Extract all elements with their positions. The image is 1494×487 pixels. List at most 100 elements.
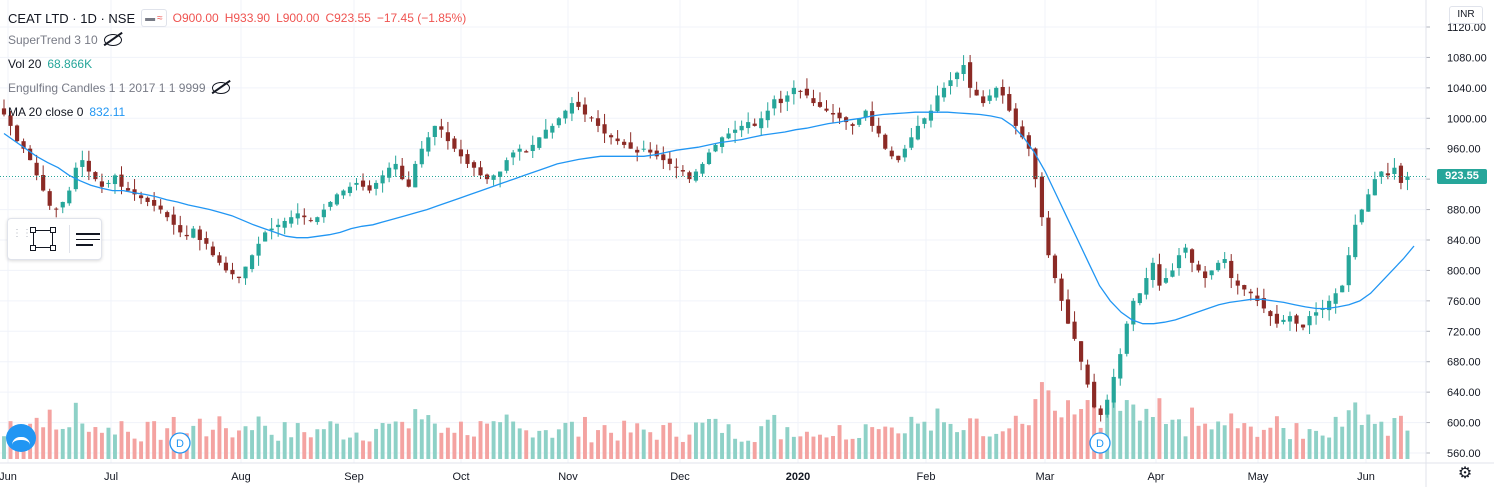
drawing-toolbox[interactable]: ⋮⋮: [7, 218, 102, 260]
candle-body: [1274, 313, 1280, 324]
volume-bar: [308, 437, 313, 459]
volume-bar: [289, 437, 294, 459]
y-tick-label: 880.00: [1447, 205, 1481, 217]
volume-bar: [1190, 407, 1195, 459]
eye-off-icon[interactable]: [211, 82, 230, 94]
candle-body: [269, 228, 274, 231]
volume-bar: [354, 432, 359, 459]
candle-body: [165, 212, 170, 218]
candle-body: [700, 163, 705, 174]
volume-bar: [550, 437, 555, 459]
candle-body: [850, 124, 855, 126]
volume-bar: [465, 435, 470, 459]
candle-body: [465, 154, 470, 164]
volume-row[interactable]: Vol 20 68.866K: [8, 57, 92, 71]
candle-body: [80, 160, 85, 167]
candle-body: [1281, 319, 1286, 322]
volume-bar: [1196, 425, 1201, 459]
candle-body: [524, 151, 529, 153]
volume-bar: [1235, 428, 1240, 459]
candle-body: [556, 118, 561, 126]
candle-body: [922, 118, 927, 124]
candle-body: [582, 104, 588, 115]
volume-bar: [1274, 416, 1279, 459]
candle-body: [811, 98, 816, 104]
candle-body: [1392, 167, 1397, 174]
candle-body: [1078, 341, 1084, 362]
rectangle-icon[interactable]: [30, 227, 56, 251]
volume-bar: [230, 437, 235, 459]
candle-body: [243, 266, 248, 279]
volume-bar: [693, 422, 698, 459]
chart-type-pill[interactable]: ▬ ≈: [141, 9, 167, 27]
volume-bar: [700, 422, 705, 459]
candle-body: [256, 243, 261, 256]
eye-off-icon[interactable]: [103, 34, 122, 46]
volume-bar: [256, 416, 261, 459]
candle-body: [739, 125, 744, 131]
volume-bar: [680, 441, 685, 459]
candle-body: [595, 118, 601, 126]
volume-bar: [276, 440, 281, 459]
candle-body: [478, 167, 483, 176]
volume-bar: [334, 423, 339, 459]
volume-bar: [1333, 416, 1338, 459]
candle-body: [302, 215, 307, 218]
candle-body: [817, 102, 823, 107]
candle-body: [550, 125, 555, 133]
candle-body: [857, 118, 862, 125]
volume-value: 68.866K: [47, 57, 93, 71]
x-tick-label: Jun: [1357, 471, 1375, 483]
x-tick-label: Feb: [917, 471, 936, 483]
candle-body: [1163, 278, 1169, 283]
gear-icon[interactable]: ⚙: [1457, 465, 1473, 482]
toolbox-divider: [69, 225, 70, 253]
engulfing-row[interactable]: Engulfing Candles 1 1 2017 1 1 9999: [8, 81, 230, 95]
drag-handle-icon[interactable]: ⋮⋮: [12, 228, 32, 239]
volume-bar: [1183, 436, 1188, 459]
volume-bar: [47, 409, 52, 459]
symbol-title[interactable]: CEAT LTD · 1D · NSE: [8, 10, 136, 26]
candle-body: [941, 87, 947, 98]
volume-bar: [1301, 438, 1305, 459]
candle-body: [1268, 311, 1273, 317]
candle-body: [1020, 126, 1025, 138]
ma-row[interactable]: MA 20 close 0 832.11: [8, 105, 125, 119]
candle-body: [21, 141, 26, 149]
candle-body: [1105, 399, 1110, 415]
tradingview-logo[interactable]: [6, 424, 36, 452]
candle-body: [1118, 354, 1123, 379]
volume-bar: [1268, 427, 1273, 459]
volume-bar: [99, 432, 104, 459]
dividend-marker: [1089, 432, 1111, 454]
change-value: −17.45 (−1.85%): [376, 11, 467, 25]
volume-bar: [720, 432, 725, 459]
candle-body: [1359, 209, 1364, 223]
candle-body: [733, 129, 738, 133]
candle-body: [759, 118, 764, 129]
candle-body: [99, 181, 105, 187]
candle-body: [315, 217, 320, 223]
candle-body: [876, 125, 881, 134]
volume-bar: [791, 436, 796, 459]
candle-body: [1052, 255, 1058, 279]
currency-badge[interactable]: INR: [1449, 6, 1483, 24]
volume-bar: [119, 421, 124, 459]
y-tick-label: 560.00: [1447, 448, 1481, 460]
volume-bar: [374, 428, 379, 459]
candle-body: [843, 117, 849, 123]
lines-icon[interactable]: [76, 229, 100, 249]
supertrend-row[interactable]: SuperTrend 3 10: [8, 33, 122, 47]
volume-bar: [498, 422, 503, 459]
volume-bar: [419, 419, 424, 459]
candle-body: [230, 269, 235, 275]
volume-bar: [733, 438, 738, 459]
volume-bar: [348, 437, 352, 459]
candle-body: [1000, 86, 1005, 96]
candle-body: [1346, 255, 1351, 286]
candle-body: [537, 137, 542, 148]
candle-body: [334, 194, 340, 205]
volume-bar: [197, 418, 202, 459]
candle-body: [400, 165, 405, 180]
